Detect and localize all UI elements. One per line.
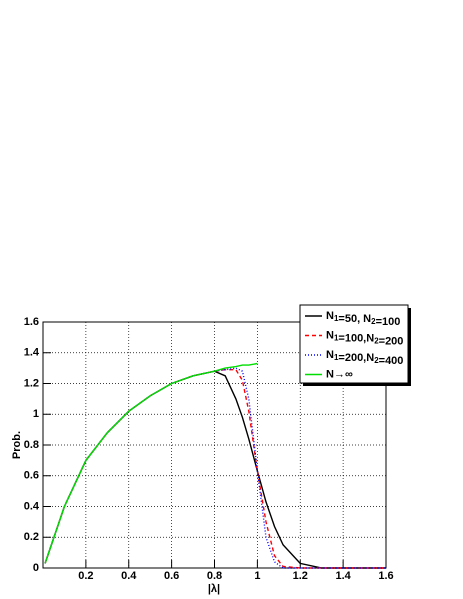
x-tick-label: 0.6 [164, 570, 179, 582]
legend-box [299, 304, 409, 384]
plot-frame [42, 321, 387, 569]
x-tick-label: 0.8 [207, 570, 222, 582]
series-line [44, 369, 386, 569]
x-tick-label: 1.6 [378, 570, 393, 582]
y-tick-label: 0.6 [24, 470, 39, 482]
x-axis-label: |λ| [208, 583, 220, 595]
x-tick-label: 0.2 [78, 570, 93, 582]
x-tick-label: 0.4 [121, 570, 137, 582]
y-tick-label: 0.2 [24, 531, 39, 543]
legend-label: N1=50, N2=100 [326, 310, 400, 328]
y-tick-label: 0.4 [24, 500, 40, 512]
y-axis-label: Prob. [11, 431, 23, 459]
y-tick-label: 0.8 [24, 439, 39, 451]
legend-label: N→∞ [326, 368, 353, 380]
series-line [44, 362, 258, 564]
y-tick-label: 1 [33, 408, 39, 420]
x-tick-label: 1.4 [335, 570, 351, 582]
legend-label: N1=200,N2=400 [326, 349, 403, 367]
x-tick-label: 1.2 [293, 570, 308, 582]
y-tick-label: 1.4 [24, 347, 40, 359]
series-line [44, 367, 386, 569]
y-tick-label: 1.6 [24, 316, 39, 328]
y-tick-label: 1.2 [24, 377, 39, 389]
x-tick-label: 1 [254, 570, 260, 582]
y-tick-label: 0 [33, 562, 39, 574]
legend-label: N1=100,N2=200 [326, 329, 403, 347]
